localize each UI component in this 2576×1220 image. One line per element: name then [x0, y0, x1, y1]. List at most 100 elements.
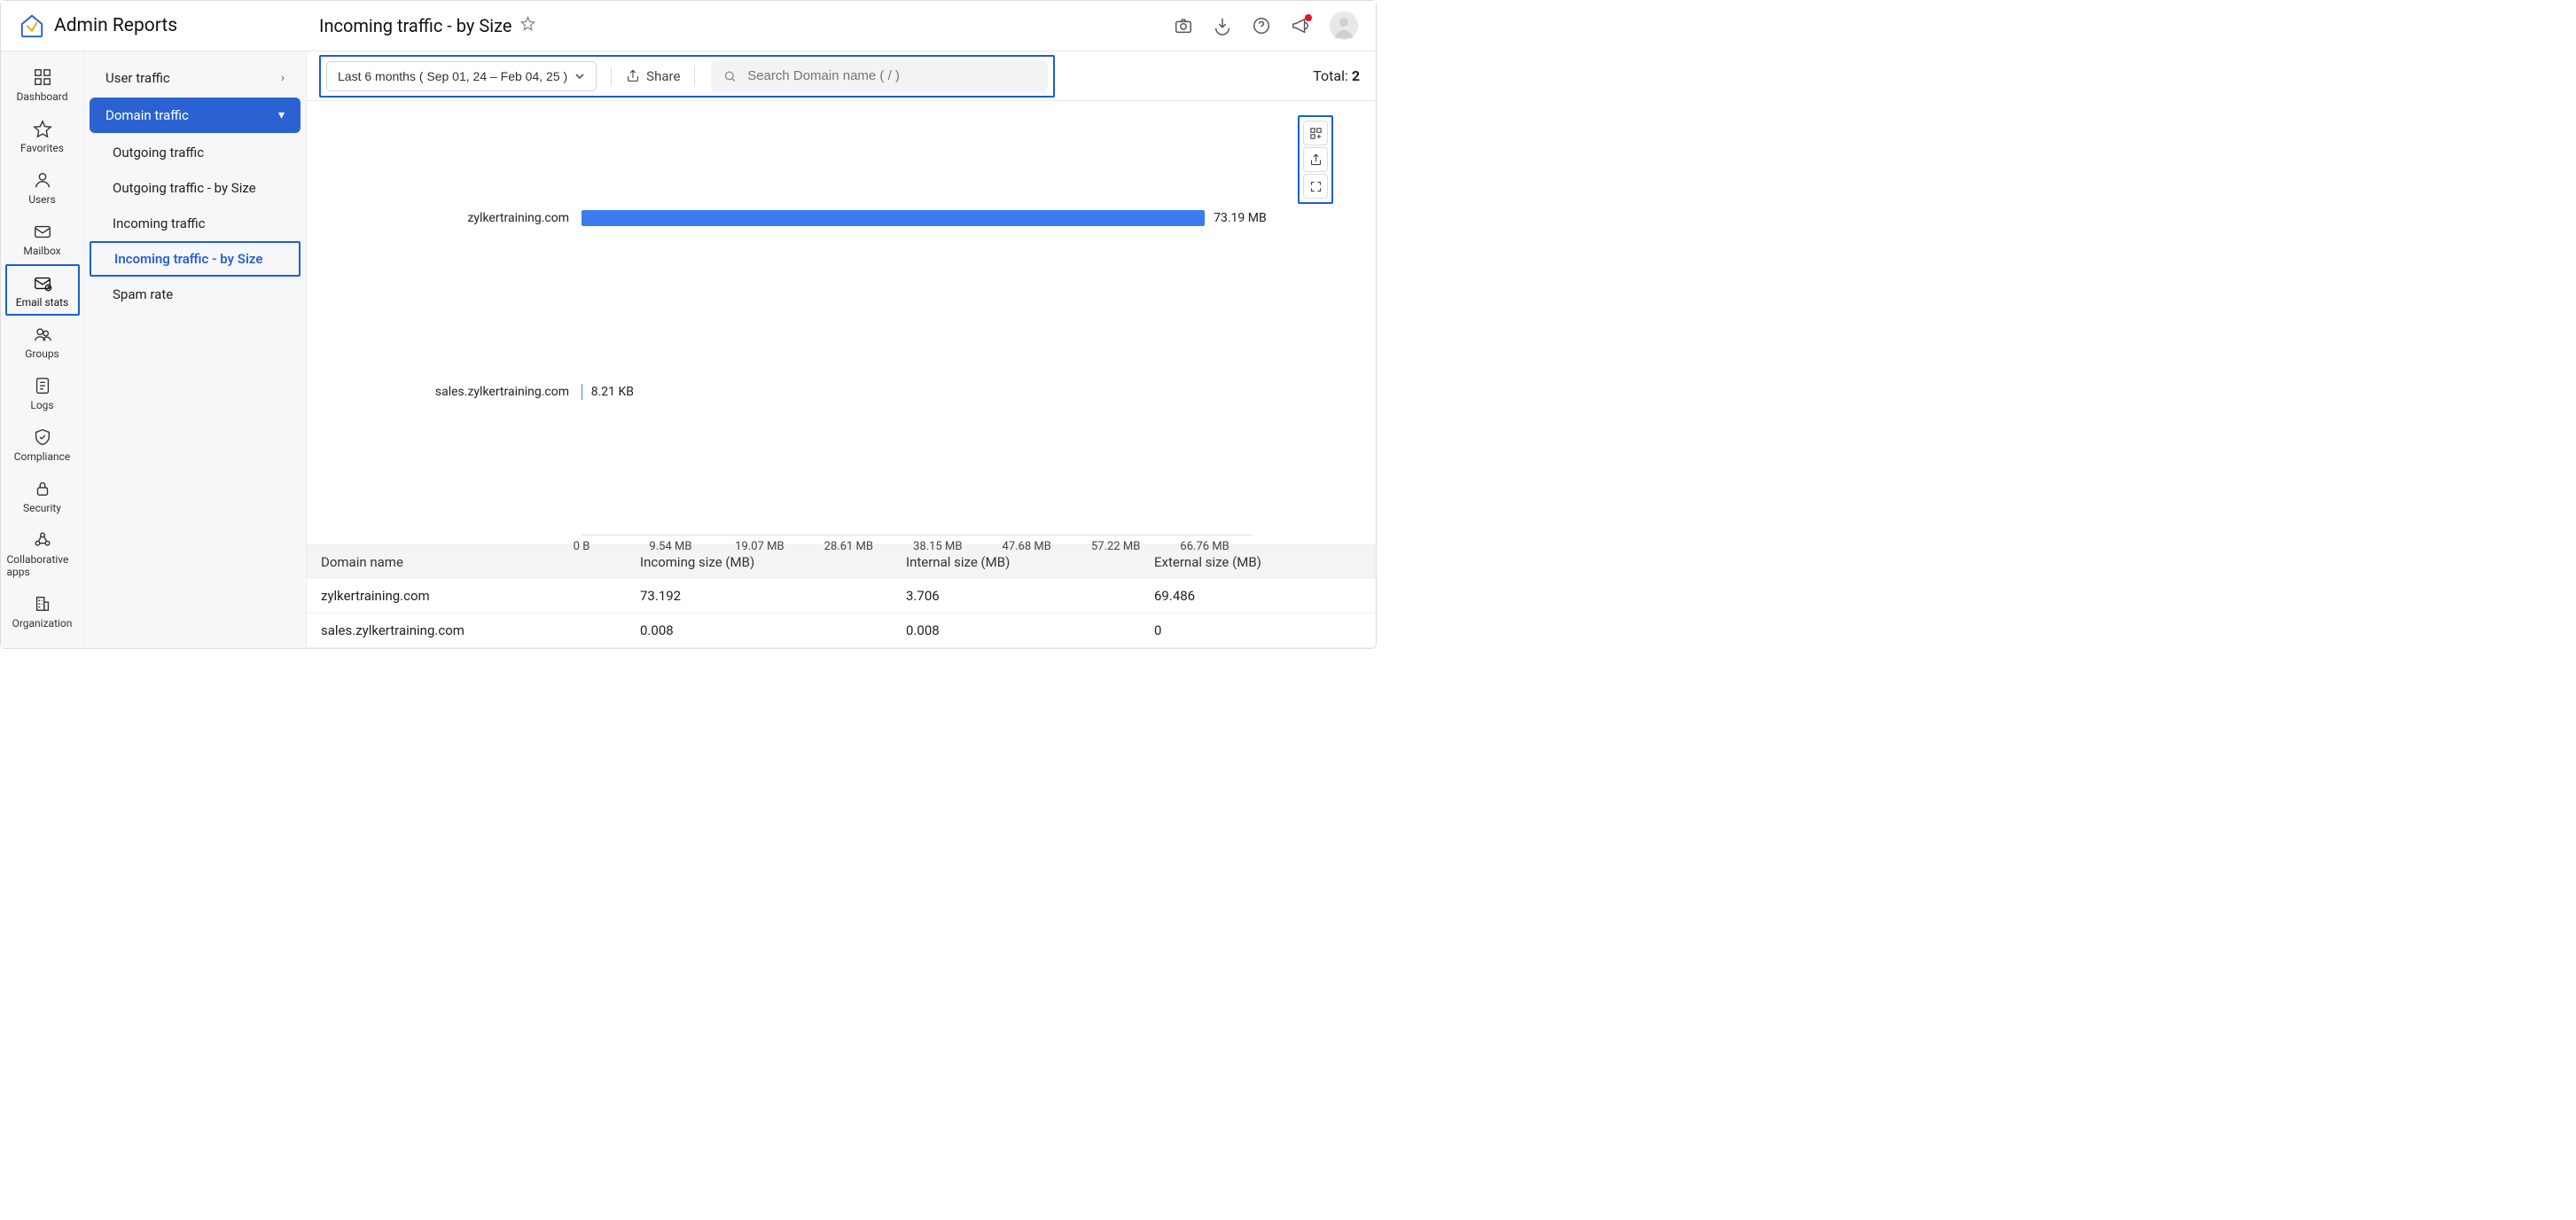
organization-icon — [33, 594, 52, 614]
rail-item-collabapps[interactable]: Collaborative apps — [7, 521, 78, 585]
rail-label: Favorites — [20, 142, 64, 154]
chart-bar-value: 8.21 KB — [591, 385, 634, 399]
subnav-sub-item[interactable]: Spam rate — [84, 277, 306, 312]
chart-bar-label: sales.zylkertraining.com — [316, 385, 582, 399]
compliance-icon — [33, 427, 52, 447]
topbar-center: Incoming traffic - by Size — [307, 15, 1174, 36]
toolbar: Last 6 months ( Sep 01, 24 – Feb 04, 25 … — [307, 51, 1376, 101]
table-row[interactable]: zylkertraining.com73.1923.70669.486 — [307, 579, 1376, 614]
rail-item-emailstats[interactable]: Email stats — [5, 264, 80, 316]
rail-label: Organization — [12, 617, 73, 630]
app-logo-icon — [19, 12, 45, 39]
icon-rail: Dashboard Favorites Users Mailbox Email stat… — [1, 51, 84, 648]
announce-icon[interactable] — [1291, 16, 1310, 35]
favorites-icon — [33, 119, 52, 138]
chart-x-tick: 19.07 MB — [735, 540, 784, 553]
logs-icon — [33, 376, 52, 395]
table-column-header[interactable]: Domain name — [321, 554, 640, 570]
chart-x-tick: 28.61 MB — [824, 540, 873, 553]
subnav-sub-label: Outgoing traffic - by Size — [113, 180, 256, 196]
rail-label: Groups — [25, 348, 59, 360]
chart-x-tick: 66.76 MB — [1180, 540, 1229, 553]
user-avatar[interactable] — [1330, 12, 1358, 40]
chart-bar-track: 73.19 MB — [582, 210, 1252, 226]
data-table: Domain nameIncoming size (MB)Internal si… — [307, 544, 1376, 648]
rail-item-logs[interactable]: Logs — [7, 367, 78, 418]
subnav-sub-item[interactable]: Incoming traffic — [84, 206, 306, 241]
rail-item-groups[interactable]: Groups — [7, 316, 78, 367]
share-icon — [626, 69, 640, 83]
share-button[interactable]: Share — [626, 68, 680, 84]
rail-label: Security — [23, 502, 61, 514]
chevron-icon: ▾ — [278, 108, 285, 122]
subnav-sub-item[interactable]: Incoming traffic - by Size — [90, 241, 301, 277]
subnav: User traffic › Domain traffic ▾ Outgoing tra… — [84, 51, 307, 648]
table-column-header[interactable]: External size (MB) — [1154, 554, 1362, 570]
subnav-item-label: User traffic — [105, 70, 170, 86]
topbar-logo-section: Admin Reports — [1, 1, 307, 51]
chart-bar-fill — [582, 210, 1205, 226]
rail-item-mailbox[interactable]: Mailbox — [7, 213, 78, 264]
subnav-item[interactable]: Domain traffic ▾ — [90, 98, 301, 133]
subnav-sub-label: Incoming traffic - by Size — [114, 251, 262, 267]
favorite-star-icon[interactable] — [520, 16, 535, 35]
chart-bar-row: sales.zylkertraining.com 8.21 KB — [316, 381, 1252, 403]
table-cell: 69.486 — [1154, 588, 1362, 604]
search-input[interactable] — [747, 68, 1035, 83]
chart-area: zylkertraining.com73.19 MBsales.zylkertr… — [307, 101, 1376, 544]
help-icon[interactable] — [1252, 16, 1271, 35]
total-label: Total: — [1313, 67, 1348, 84]
chart-x-tick: 57.22 MB — [1091, 540, 1140, 553]
rail-item-organization[interactable]: Organization — [7, 585, 78, 637]
chart-x-axis: 0 B9.54 MB19.07 MB28.61 MB38.15 MB47.68 … — [582, 535, 1252, 536]
table-column-header[interactable]: Internal size (MB) — [906, 554, 1154, 570]
table-row[interactable]: sales.zylkertraining.com0.0080.0080 — [307, 614, 1376, 648]
users-icon — [33, 170, 52, 190]
emailstats-icon — [33, 273, 52, 293]
table-column-header[interactable]: Incoming size (MB) — [640, 554, 906, 570]
rail-label: Email stats — [16, 296, 68, 309]
table-cell: 3.706 — [906, 588, 1154, 604]
rail-item-dashboard[interactable]: Dashboard — [7, 59, 78, 110]
rail-label: Dashboard — [16, 90, 67, 103]
chart-bar-value: 73.19 MB — [1214, 211, 1267, 225]
subnav-sub-label: Spam rate — [113, 286, 173, 302]
date-range-button[interactable]: Last 6 months ( Sep 01, 24 – Feb 04, 25 … — [326, 61, 597, 91]
chevron-down-icon — [574, 71, 585, 82]
app-title: Admin Reports — [54, 15, 177, 36]
subnav-sub-item[interactable]: Outgoing traffic - by Size — [84, 170, 306, 206]
chevron-icon: › — [281, 71, 285, 85]
rail-label: Collaborative apps — [7, 553, 78, 578]
subnav-item-label: Domain traffic — [105, 107, 189, 123]
chart-canvas: zylkertraining.com73.19 MBsales.zylkertr… — [316, 154, 1252, 536]
subnav-sub-label: Incoming traffic — [113, 215, 206, 231]
table-cell: 0 — [1154, 622, 1362, 638]
topbar: Admin Reports Incoming traffic - by Size — [1, 1, 1376, 51]
chart-export-icon[interactable] — [1303, 147, 1328, 172]
rail-item-users[interactable]: Users — [7, 161, 78, 213]
collabapps-icon — [33, 530, 52, 550]
groups-icon — [33, 325, 52, 344]
chart-x-tick: 9.54 MB — [649, 540, 691, 553]
rail-label: Users — [28, 193, 56, 206]
toolbar-highlight: Last 6 months ( Sep 01, 24 – Feb 04, 25 … — [319, 55, 1055, 98]
search-icon — [723, 69, 737, 83]
chart-x-tick: 47.68 MB — [1003, 540, 1051, 553]
chart-widgets-icon[interactable] — [1303, 121, 1328, 145]
divider — [611, 66, 612, 86]
chart-fullscreen-icon[interactable] — [1303, 174, 1328, 199]
rail-label: Mailbox — [23, 245, 60, 257]
table-cell: 0.008 — [906, 622, 1154, 638]
search-box[interactable] — [711, 60, 1048, 92]
main-content: Last 6 months ( Sep 01, 24 – Feb 04, 25 … — [307, 51, 1376, 648]
total-value: 2 — [1352, 67, 1360, 84]
subnav-item[interactable]: User traffic › — [90, 60, 301, 96]
download-icon[interactable] — [1213, 16, 1232, 35]
rail-item-security[interactable]: Security — [7, 470, 78, 521]
table-cell: zylkertraining.com — [321, 588, 640, 604]
total-count: Total: 2 — [1313, 67, 1360, 84]
rail-item-favorites[interactable]: Favorites — [7, 110, 78, 161]
rail-item-compliance[interactable]: Compliance — [7, 418, 78, 470]
camera-icon[interactable] — [1174, 16, 1193, 35]
subnav-sub-item[interactable]: Outgoing traffic — [84, 135, 306, 170]
